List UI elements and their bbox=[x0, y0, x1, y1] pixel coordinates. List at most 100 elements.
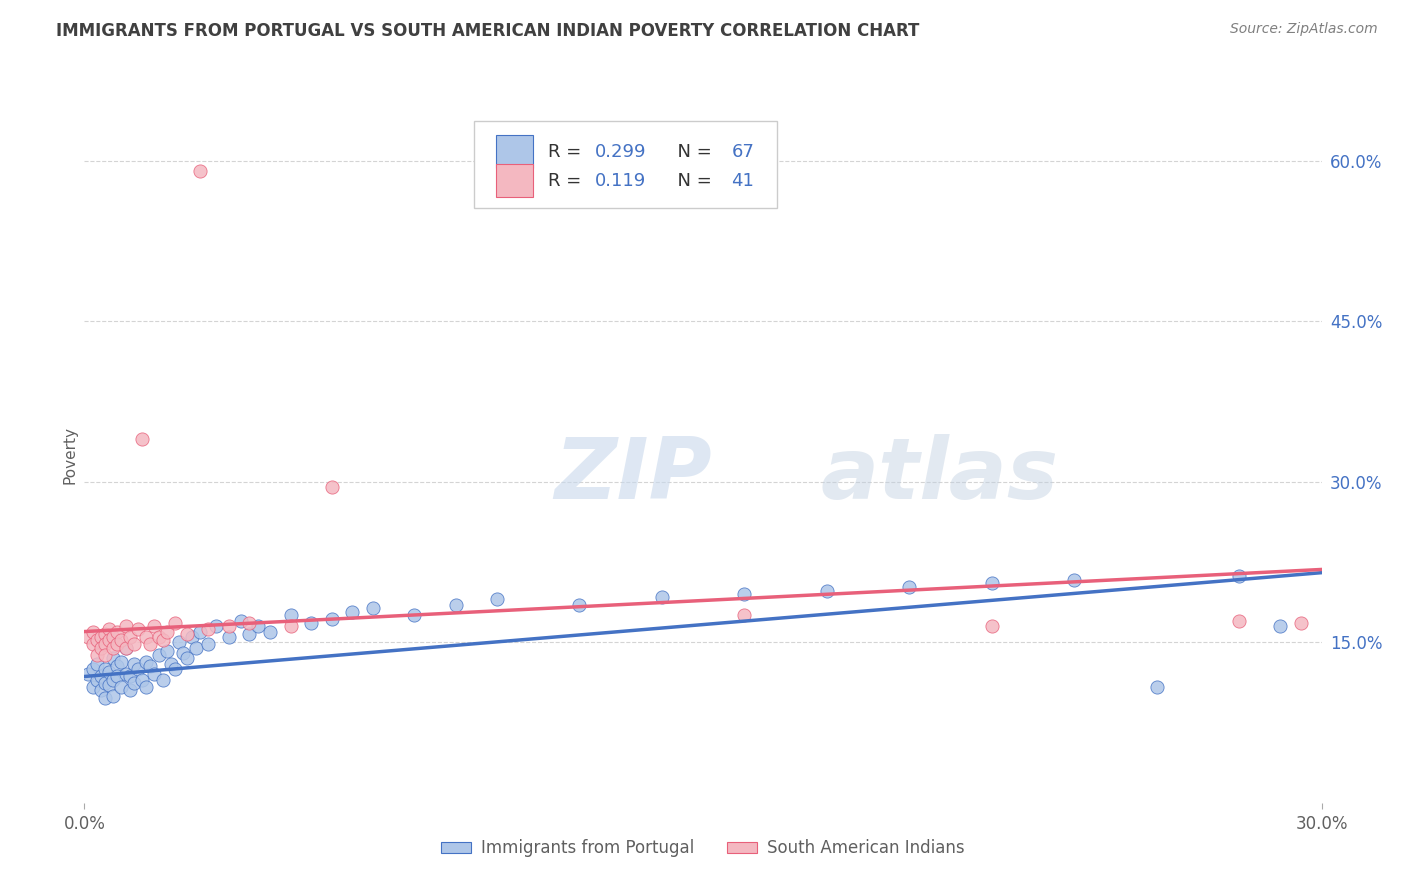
Point bbox=[1270, 619, 1292, 633]
Point bbox=[105, 624, 128, 639]
Point bbox=[342, 605, 364, 619]
Point bbox=[148, 630, 170, 644]
Point bbox=[176, 651, 198, 665]
Point bbox=[122, 657, 145, 671]
Point bbox=[82, 662, 104, 676]
Point bbox=[103, 630, 125, 644]
Point bbox=[404, 608, 426, 623]
Point bbox=[188, 624, 211, 639]
Point bbox=[184, 640, 207, 655]
Point bbox=[103, 689, 125, 703]
Point bbox=[444, 598, 467, 612]
Text: N =: N = bbox=[666, 172, 717, 190]
Point bbox=[94, 662, 117, 676]
Text: atlas: atlas bbox=[821, 434, 1059, 517]
Point bbox=[218, 619, 240, 633]
Point bbox=[114, 640, 136, 655]
Bar bbox=[496, 164, 533, 197]
FancyBboxPatch shape bbox=[474, 121, 778, 208]
Text: 0.299: 0.299 bbox=[595, 143, 647, 161]
Point bbox=[238, 626, 260, 640]
Point bbox=[980, 576, 1002, 591]
Text: N =: N = bbox=[666, 143, 717, 161]
Point bbox=[733, 608, 755, 623]
Point bbox=[103, 651, 125, 665]
Point bbox=[127, 662, 149, 676]
Text: ZIP: ZIP bbox=[554, 434, 713, 517]
Point bbox=[139, 658, 162, 673]
Point bbox=[77, 630, 100, 644]
Point bbox=[176, 626, 198, 640]
Point bbox=[1146, 680, 1168, 694]
Point bbox=[90, 630, 112, 644]
Point bbox=[131, 673, 153, 687]
Bar bbox=[496, 135, 533, 169]
Point bbox=[94, 637, 117, 651]
Point bbox=[568, 598, 591, 612]
Point bbox=[152, 633, 174, 648]
Point bbox=[82, 624, 104, 639]
Point bbox=[321, 612, 343, 626]
Point bbox=[98, 678, 121, 692]
Point bbox=[110, 633, 132, 648]
Point bbox=[135, 680, 157, 694]
Point bbox=[90, 683, 112, 698]
Legend: Immigrants from Portugal, South American Indians: Immigrants from Portugal, South American… bbox=[434, 833, 972, 864]
Point bbox=[205, 619, 228, 633]
Point bbox=[82, 637, 104, 651]
Point bbox=[118, 669, 141, 683]
Point bbox=[167, 635, 190, 649]
Point bbox=[815, 583, 838, 598]
Point bbox=[229, 614, 252, 628]
Text: 67: 67 bbox=[731, 143, 755, 161]
Point bbox=[165, 615, 187, 630]
Point bbox=[86, 633, 108, 648]
Point bbox=[218, 630, 240, 644]
Point bbox=[94, 626, 117, 640]
Y-axis label: Poverty: Poverty bbox=[62, 425, 77, 484]
Point bbox=[1227, 569, 1250, 583]
Point bbox=[118, 683, 141, 698]
Point bbox=[197, 637, 219, 651]
Point bbox=[143, 619, 166, 633]
Point bbox=[94, 648, 117, 662]
Text: R =: R = bbox=[548, 143, 588, 161]
Point bbox=[90, 640, 112, 655]
Point bbox=[148, 648, 170, 662]
Point bbox=[246, 619, 269, 633]
Point bbox=[90, 669, 112, 683]
Point bbox=[188, 164, 211, 178]
Point bbox=[98, 633, 121, 648]
Point bbox=[139, 637, 162, 651]
Point bbox=[103, 673, 125, 687]
Point bbox=[733, 587, 755, 601]
Point bbox=[135, 630, 157, 644]
Point bbox=[280, 619, 302, 633]
Text: R =: R = bbox=[548, 172, 593, 190]
Point bbox=[82, 680, 104, 694]
Point bbox=[156, 624, 179, 639]
Point bbox=[1289, 615, 1312, 630]
Point bbox=[86, 657, 108, 671]
Point bbox=[156, 644, 179, 658]
Point bbox=[299, 615, 322, 630]
Point bbox=[131, 432, 153, 446]
Point bbox=[118, 630, 141, 644]
Point bbox=[165, 662, 187, 676]
Point bbox=[122, 637, 145, 651]
Point bbox=[103, 640, 125, 655]
Point bbox=[143, 667, 166, 681]
Point bbox=[180, 630, 202, 644]
Point bbox=[98, 623, 121, 637]
Point bbox=[98, 665, 121, 680]
Point bbox=[321, 480, 343, 494]
Point bbox=[77, 667, 100, 681]
Point bbox=[110, 680, 132, 694]
Point bbox=[898, 580, 921, 594]
Text: 0.119: 0.119 bbox=[595, 172, 647, 190]
Point bbox=[110, 655, 132, 669]
Point bbox=[86, 648, 108, 662]
Point bbox=[105, 637, 128, 651]
Text: 41: 41 bbox=[731, 172, 755, 190]
Point bbox=[651, 591, 673, 605]
